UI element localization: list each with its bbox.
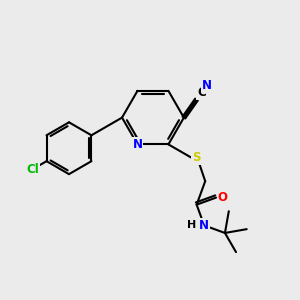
Text: H: H [187,220,196,230]
Text: O: O [218,191,227,204]
Text: N: N [133,138,142,151]
Text: S: S [192,151,201,164]
Text: N: N [202,79,212,92]
Text: Cl: Cl [26,163,39,176]
Text: N: N [199,219,209,232]
Text: C: C [197,86,206,99]
